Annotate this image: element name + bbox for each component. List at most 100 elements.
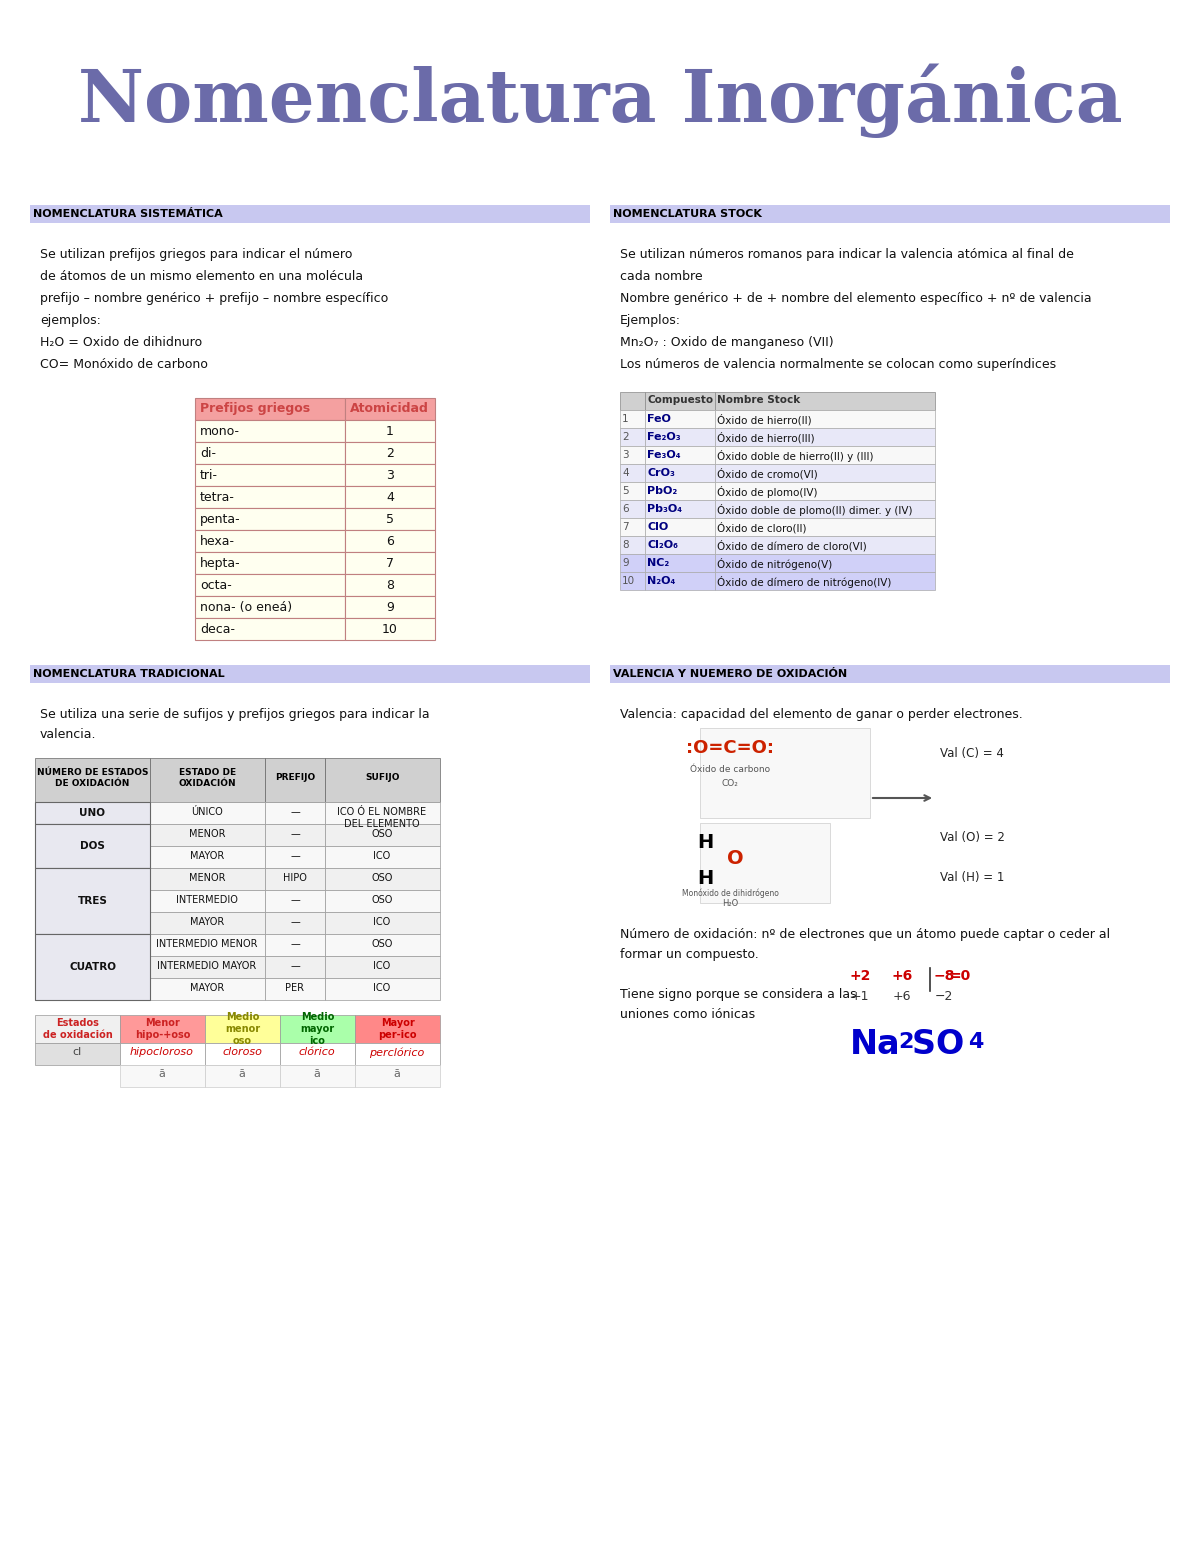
Text: ā: ā xyxy=(394,1068,401,1079)
Text: Nombre Stock: Nombre Stock xyxy=(718,394,800,405)
Text: FeO: FeO xyxy=(647,415,671,424)
Bar xyxy=(194,443,346,464)
Text: 3: 3 xyxy=(622,450,629,460)
Bar xyxy=(150,801,265,825)
Text: 6: 6 xyxy=(386,534,394,548)
Bar xyxy=(35,825,150,846)
Bar xyxy=(150,758,265,801)
Bar xyxy=(150,933,265,957)
Text: hepta-: hepta- xyxy=(200,558,241,570)
Bar xyxy=(280,1044,355,1065)
Text: clórico: clórico xyxy=(299,1047,335,1058)
Text: Val (O) = 2: Val (O) = 2 xyxy=(940,831,1004,845)
Text: 4: 4 xyxy=(386,491,394,505)
Bar xyxy=(35,933,150,957)
Bar xyxy=(35,890,150,912)
Bar xyxy=(355,1044,440,1065)
Text: H: H xyxy=(697,868,713,887)
Text: Óxido de plomo(IV): Óxido de plomo(IV) xyxy=(718,486,817,499)
Text: H: H xyxy=(697,834,713,853)
Text: cada nombre: cada nombre xyxy=(620,270,703,283)
Text: Óxido de cloro(II): Óxido de cloro(II) xyxy=(718,522,806,534)
Text: Valencia: capacidad del elemento de ganar o perder electrones.: Valencia: capacidad del elemento de gana… xyxy=(620,708,1022,721)
Text: MENOR: MENOR xyxy=(188,829,226,839)
Text: Val (C) = 4: Val (C) = 4 xyxy=(940,747,1004,759)
Text: CO= Monóxido de carbono: CO= Monóxido de carbono xyxy=(40,359,208,371)
Text: hipocloroso: hipocloroso xyxy=(130,1047,194,1058)
Text: 5: 5 xyxy=(386,512,394,526)
Bar xyxy=(620,446,646,464)
Bar xyxy=(620,572,646,590)
Bar xyxy=(346,530,436,551)
Text: ICO: ICO xyxy=(373,851,391,860)
Text: 8: 8 xyxy=(386,579,394,592)
Bar xyxy=(346,596,436,618)
Text: cl: cl xyxy=(72,1047,82,1058)
Bar xyxy=(355,1016,440,1044)
Bar xyxy=(715,464,935,481)
Bar xyxy=(715,554,935,572)
Text: PER: PER xyxy=(286,983,305,992)
Text: octa-: octa- xyxy=(200,579,232,592)
Bar xyxy=(265,825,325,846)
Text: deca-: deca- xyxy=(200,623,235,637)
Bar xyxy=(194,575,346,596)
Text: N₂O₄: N₂O₄ xyxy=(647,576,676,585)
Text: perclórico: perclórico xyxy=(370,1047,425,1058)
Text: 1: 1 xyxy=(386,426,394,438)
Bar xyxy=(355,1065,440,1087)
Text: PREFIJO: PREFIJO xyxy=(275,773,316,783)
Text: UNO: UNO xyxy=(79,808,106,818)
Bar xyxy=(346,443,436,464)
Bar xyxy=(865,665,1170,683)
Text: —: — xyxy=(290,808,300,817)
Bar xyxy=(325,868,440,890)
Text: ā: ā xyxy=(239,1068,246,1079)
Text: Val (H) = 1: Val (H) = 1 xyxy=(940,871,1004,885)
Text: ejemplos:: ejemplos: xyxy=(40,314,101,328)
Bar xyxy=(265,758,325,801)
Text: 4: 4 xyxy=(622,467,629,478)
Bar xyxy=(150,912,265,933)
Text: Nomenclatura Inorgánica: Nomenclatura Inorgánica xyxy=(78,64,1122,138)
Text: 7: 7 xyxy=(386,558,394,570)
Bar xyxy=(150,978,265,1000)
Text: Óxido de hierro(III): Óxido de hierro(III) xyxy=(718,432,815,444)
Text: PbO₂: PbO₂ xyxy=(647,486,677,495)
Bar xyxy=(280,1016,355,1044)
Bar xyxy=(325,758,440,801)
Text: Medio
mayor
ico: Medio mayor ico xyxy=(300,1013,335,1045)
Text: 6: 6 xyxy=(622,505,629,514)
Text: 10: 10 xyxy=(382,623,398,637)
Text: NÚMERO DE ESTADOS
DE OXIDACIÓN: NÚMERO DE ESTADOS DE OXIDACIÓN xyxy=(37,769,149,787)
Text: —: — xyxy=(290,961,300,971)
Bar xyxy=(150,825,265,846)
Bar xyxy=(194,530,346,551)
Bar xyxy=(265,978,325,1000)
Bar xyxy=(280,1065,355,1087)
Text: OSO: OSO xyxy=(371,940,392,949)
Bar xyxy=(194,419,346,443)
Bar xyxy=(194,398,346,419)
Text: —: — xyxy=(290,851,300,860)
Bar xyxy=(715,536,935,554)
Bar xyxy=(346,508,436,530)
Text: Prefijos griegos: Prefijos griegos xyxy=(200,402,310,415)
Bar xyxy=(265,933,325,957)
Bar xyxy=(35,825,150,868)
Text: 3: 3 xyxy=(386,469,394,481)
Bar xyxy=(346,464,436,486)
Text: 2: 2 xyxy=(386,447,394,460)
Text: SUFIJO: SUFIJO xyxy=(365,773,400,783)
Bar xyxy=(150,890,265,912)
Bar xyxy=(35,1016,120,1044)
Text: tri-: tri- xyxy=(200,469,218,481)
Text: Mayor
per-ico: Mayor per-ico xyxy=(378,1019,416,1041)
Text: —: — xyxy=(290,829,300,839)
Text: nona- (o eneá): nona- (o eneá) xyxy=(200,601,292,613)
Text: —: — xyxy=(290,916,300,927)
Bar xyxy=(620,500,646,519)
Text: +2: +2 xyxy=(850,969,871,983)
Bar xyxy=(35,1044,120,1065)
Text: Óxido de dímero de nitrógeno(IV): Óxido de dímero de nitrógeno(IV) xyxy=(718,576,892,589)
